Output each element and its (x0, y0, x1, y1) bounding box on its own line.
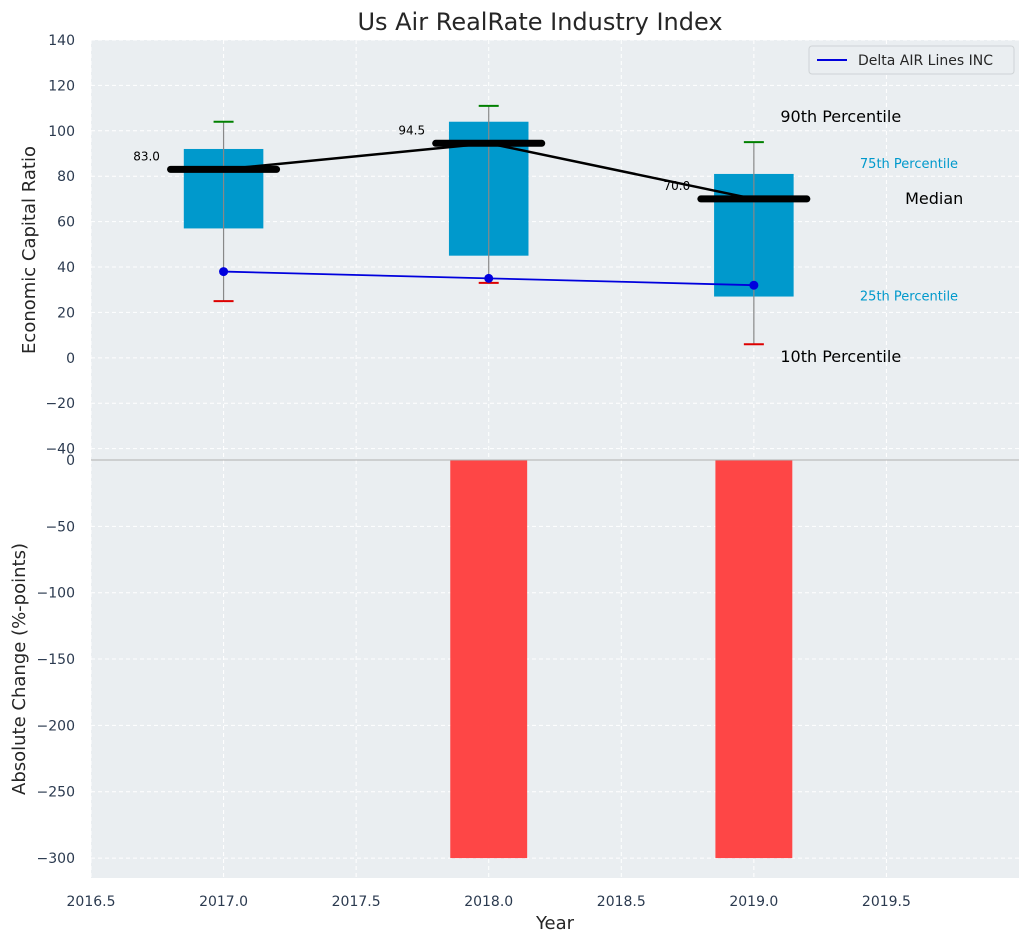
percentile-annotation: 75th Percentile (860, 157, 958, 172)
series-point (219, 267, 229, 277)
median-line (223, 142, 755, 201)
change-bar (450, 460, 528, 859)
median-value-label: 83.0 (133, 149, 160, 163)
x-tick-label: 2019.5 (862, 894, 911, 910)
median-value-label: 94.5 (398, 123, 425, 137)
legend-box (808, 45, 1015, 75)
x-tick-label: 2018.0 (464, 894, 513, 910)
bottom-y-tick-label: −250 (37, 785, 75, 801)
legend: Delta AIR Lines INC (808, 45, 1015, 75)
bottom-grid (90, 460, 1019, 878)
top-y-tick-label: 0 (66, 351, 75, 367)
bottom-y-tick-label: −50 (45, 519, 75, 535)
x-tick-label: 2019.0 (729, 894, 778, 910)
bottom-marks (450, 460, 793, 859)
top-y-tick-label: 80 (57, 169, 75, 185)
series-point (749, 280, 759, 290)
top-y-tick-label: 100 (48, 124, 75, 140)
top-y-tick-label: 140 (48, 33, 75, 49)
percentile-annotation: 10th Percentile (780, 347, 901, 366)
x-axis-label: Year (535, 913, 575, 934)
bottom-y-axis-label: Absolute Change (%-points) (9, 543, 30, 795)
percentile-annotation: 25th Percentile (860, 290, 958, 305)
bottom-plot-background (91, 460, 1019, 878)
x-tick-label: 2016.5 (67, 894, 116, 910)
series-point (484, 273, 494, 283)
x-tick-label: 2017.5 (332, 894, 381, 910)
top-y-tick-label: 20 (57, 305, 75, 321)
bottom-y-tick-label: −150 (37, 652, 75, 668)
legend-series-label: Delta AIR Lines INC (858, 53, 993, 69)
bottom-y-tick-label: −200 (37, 718, 75, 734)
top-y-tick-label: −20 (45, 396, 75, 412)
top-y-axis-label: Economic Capital Ratio (19, 146, 40, 354)
x-tick-labels: 2016.5 2017.0 2017.5 2018.0 2018.5 2019.0 2019… (67, 894, 911, 910)
change-bar (715, 460, 793, 859)
top-y-tick-labels: −40 −20 0 20 40 60 80 100 120 140 (45, 33, 75, 458)
top-y-tick-label: 40 (57, 260, 75, 276)
chart-title: Us Air RealRate Industry Index (357, 8, 722, 36)
bottom-y-tick-label: 0 (66, 453, 75, 469)
bottom-panel: 0−50−100−150−200−250−300 2016.5 2017.0 201… (9, 453, 1019, 934)
x-tick-label: 2018.5 (597, 894, 646, 910)
bottom-y-tick-label: −300 (37, 851, 75, 867)
percentile-annotation: Median (905, 189, 963, 208)
x-tick-label: 2017.0 (199, 894, 248, 910)
percentile-annotation: 90th Percentile (780, 107, 901, 126)
top-y-tick-label: 120 (48, 78, 75, 94)
top-y-tick-label: 60 (57, 215, 75, 231)
bottom-y-tick-label: −100 (37, 586, 75, 602)
bottom-y-tick-labels: 0 −50 −100 −150 −200 −250 −300 (37, 453, 75, 867)
top-y-tick-label: −40 (45, 442, 75, 458)
top-plot-background (91, 40, 1019, 460)
